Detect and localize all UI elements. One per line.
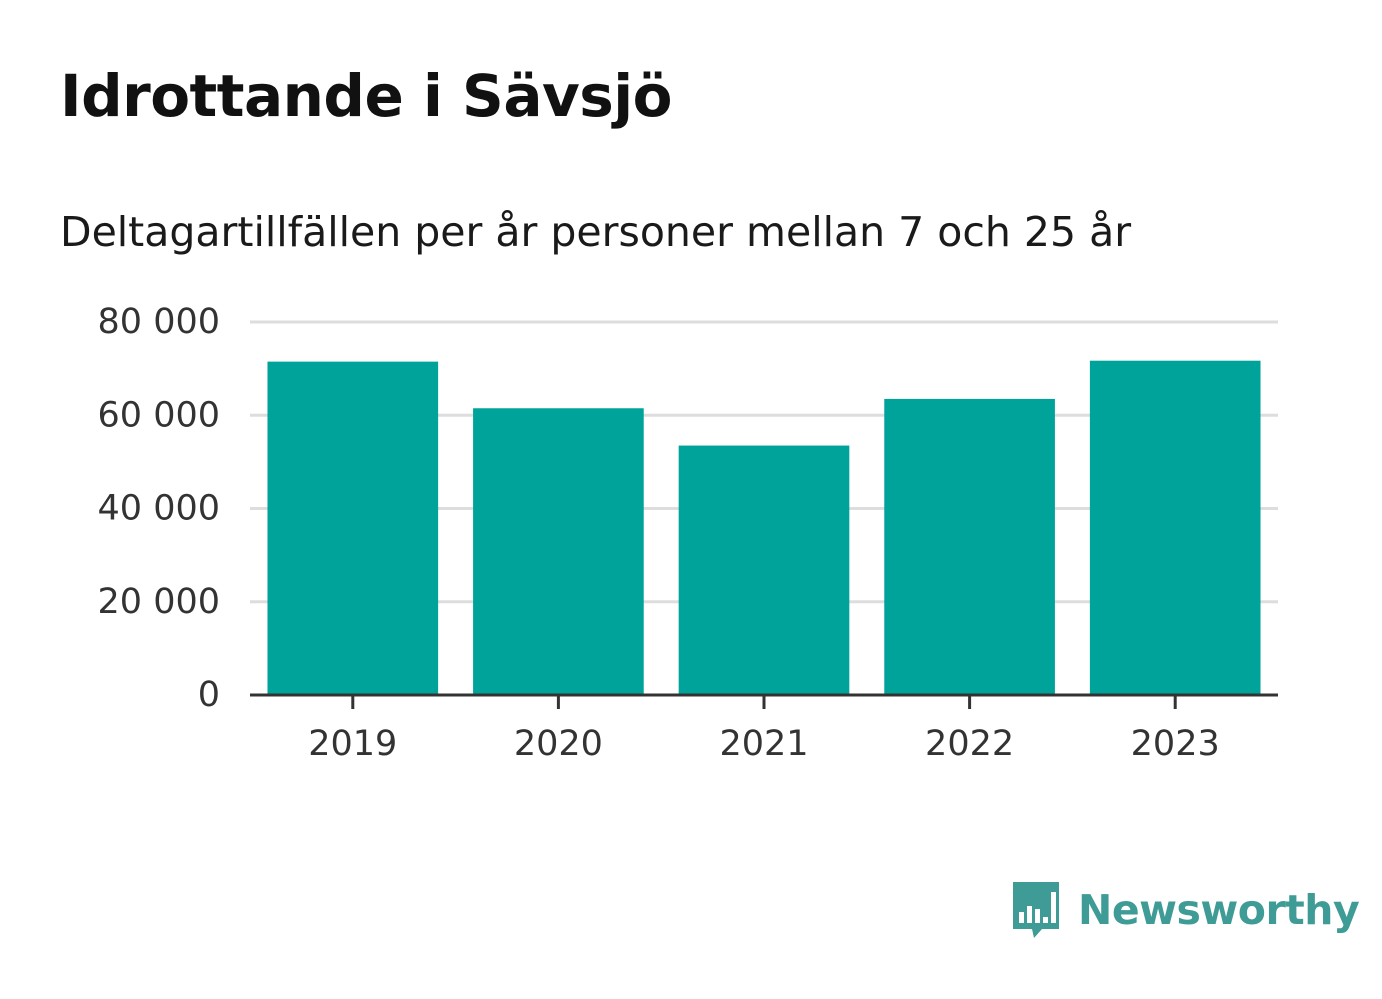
x-tick-label: 2021 <box>719 724 808 764</box>
y-tick-label: 80 000 <box>98 302 220 342</box>
bar <box>1089 360 1261 695</box>
y-tick-label: 60 000 <box>98 395 220 435</box>
speech-bubble-bar-chart-icon <box>1013 882 1059 938</box>
x-axis: 2019 2020 2021 2022 2023 <box>250 693 1278 764</box>
x-tick-label: 2019 <box>308 724 397 764</box>
bar <box>884 398 1055 695</box>
x-tick-label: 2020 <box>514 724 603 764</box>
x-tick-label: 2023 <box>1131 724 1220 764</box>
y-tick-label: 20 000 <box>98 582 220 622</box>
x-tick-label: 2022 <box>925 724 1014 764</box>
brand: Newsworthy <box>1010 878 1360 942</box>
chart-title: Idrottande i Sävsjö <box>60 62 673 130</box>
chart-subtitle: Deltagartillfällen per år personer mella… <box>60 208 1132 256</box>
bars <box>267 360 1261 695</box>
y-tick-label: 0 <box>198 675 220 715</box>
y-axis-ticks: 0 20 000 40 000 60 000 80 000 <box>98 302 220 715</box>
bar <box>678 445 850 695</box>
y-tick-label: 40 000 <box>98 489 220 529</box>
bar <box>473 408 644 695</box>
bar <box>267 361 439 695</box>
brand-name: Newsworthy <box>1078 886 1360 934</box>
